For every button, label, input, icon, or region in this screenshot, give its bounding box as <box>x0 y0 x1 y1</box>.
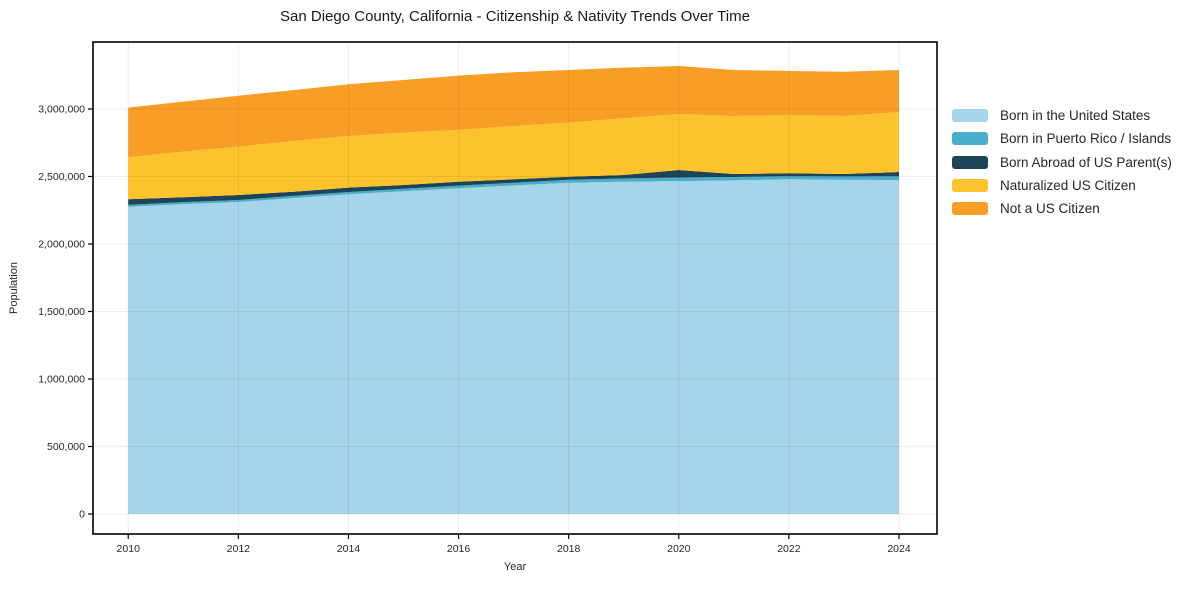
y-tick-label: 500,000 <box>47 441 85 453</box>
legend-swatch-not-a-us-citizen <box>952 202 988 216</box>
plot-border <box>92 41 938 535</box>
legend-item-born-in-puerto-rico-islands: Born in Puerto Rico / Islands <box>952 127 1172 150</box>
x-tick-label: 2010 <box>117 543 141 555</box>
legend-item-born-in-the-united-states: Born in the United States <box>952 104 1172 127</box>
x-tick-label: 2024 <box>887 543 911 555</box>
area-naturalized-us-citizen <box>128 112 900 200</box>
x-tick-label: 2022 <box>777 543 801 555</box>
area-born-in-the-united-states <box>128 179 900 515</box>
legend-label: Not a US Citizen <box>1000 201 1100 217</box>
legend-label: Born in the United States <box>1000 108 1151 124</box>
y-tick-label: 0 <box>79 509 85 521</box>
legend-swatch-born-abroad-of-us-parent-s <box>952 155 988 169</box>
y-tick-label: 2,000,000 <box>38 238 85 250</box>
x-tick-label: 2016 <box>447 543 471 555</box>
area-not-a-us-citizen <box>128 66 900 158</box>
legend: Born in the United States Born in Puerto … <box>952 104 1172 220</box>
x-tick-label: 2012 <box>227 543 251 555</box>
legend-label: Naturalized US Citizen <box>1000 178 1136 194</box>
x-tick-label: 2020 <box>667 543 691 555</box>
y-tick-label: 2,500,000 <box>38 171 85 183</box>
y-tick-label: 3,000,000 <box>38 103 85 115</box>
area-born-in-puerto-rico-islands <box>128 176 900 207</box>
legend-swatch-born-in-puerto-rico-islands <box>952 132 988 146</box>
legend-swatch-born-in-the-united-states <box>952 109 988 123</box>
legend-item-not-a-us-citizen: Not a US Citizen <box>952 197 1172 220</box>
x-tick-label: 2014 <box>337 543 361 555</box>
legend-item-naturalized-us-citizen: Naturalized US Citizen <box>952 174 1172 197</box>
legend-swatch-naturalized-us-citizen <box>952 179 988 193</box>
y-tick-label: 1,500,000 <box>38 306 85 318</box>
legend-label: Born in Puerto Rico / Islands <box>1000 131 1172 147</box>
x-tick-label: 2018 <box>557 543 581 555</box>
x-axis-label: Year <box>503 561 527 573</box>
y-tick-label: 1,000,000 <box>38 374 85 386</box>
legend-item-born-abroad-of-us-parent-s: Born Abroad of US Parent(s) <box>952 151 1172 174</box>
legend-label: Born Abroad of US Parent(s) <box>1000 154 1172 170</box>
chart-title: San Diego County, California - Citizensh… <box>280 8 750 25</box>
